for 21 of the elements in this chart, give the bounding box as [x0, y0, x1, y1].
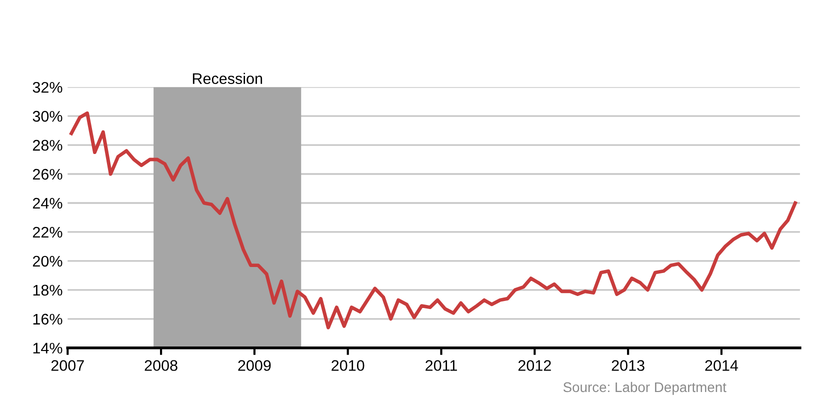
x-tick-label: 2007: [51, 360, 84, 371]
y-tick-label: 24%: [32, 198, 62, 209]
x-tick-label: 2011: [426, 360, 457, 371]
line-series: [70, 111, 797, 330]
y-tick-label: 32%: [32, 82, 62, 93]
source-note: Source: Labor Department: [563, 382, 726, 395]
x-tick-label: 2008: [144, 360, 178, 371]
x-tick-label: 2010: [332, 360, 364, 371]
y-tick-label: 14%: [33, 342, 62, 354]
x-tick-label: 2013: [612, 360, 644, 371]
x-tick-label: 2009: [238, 360, 271, 371]
y-tick-label: 26%: [32, 168, 62, 180]
y-tick-label: 22%: [32, 226, 62, 238]
y-tick-label: 20%: [32, 256, 62, 267]
x-tick-label: 2014: [705, 360, 738, 371]
y-tick-label: 30%: [32, 110, 62, 122]
y-tick-label: 16%: [33, 314, 62, 325]
y-tick-label: 18%: [33, 284, 62, 296]
band-label: Recession: [192, 72, 262, 84]
x-tick-label: 2012: [518, 360, 551, 371]
y-tick-label: 28%: [32, 140, 62, 151]
